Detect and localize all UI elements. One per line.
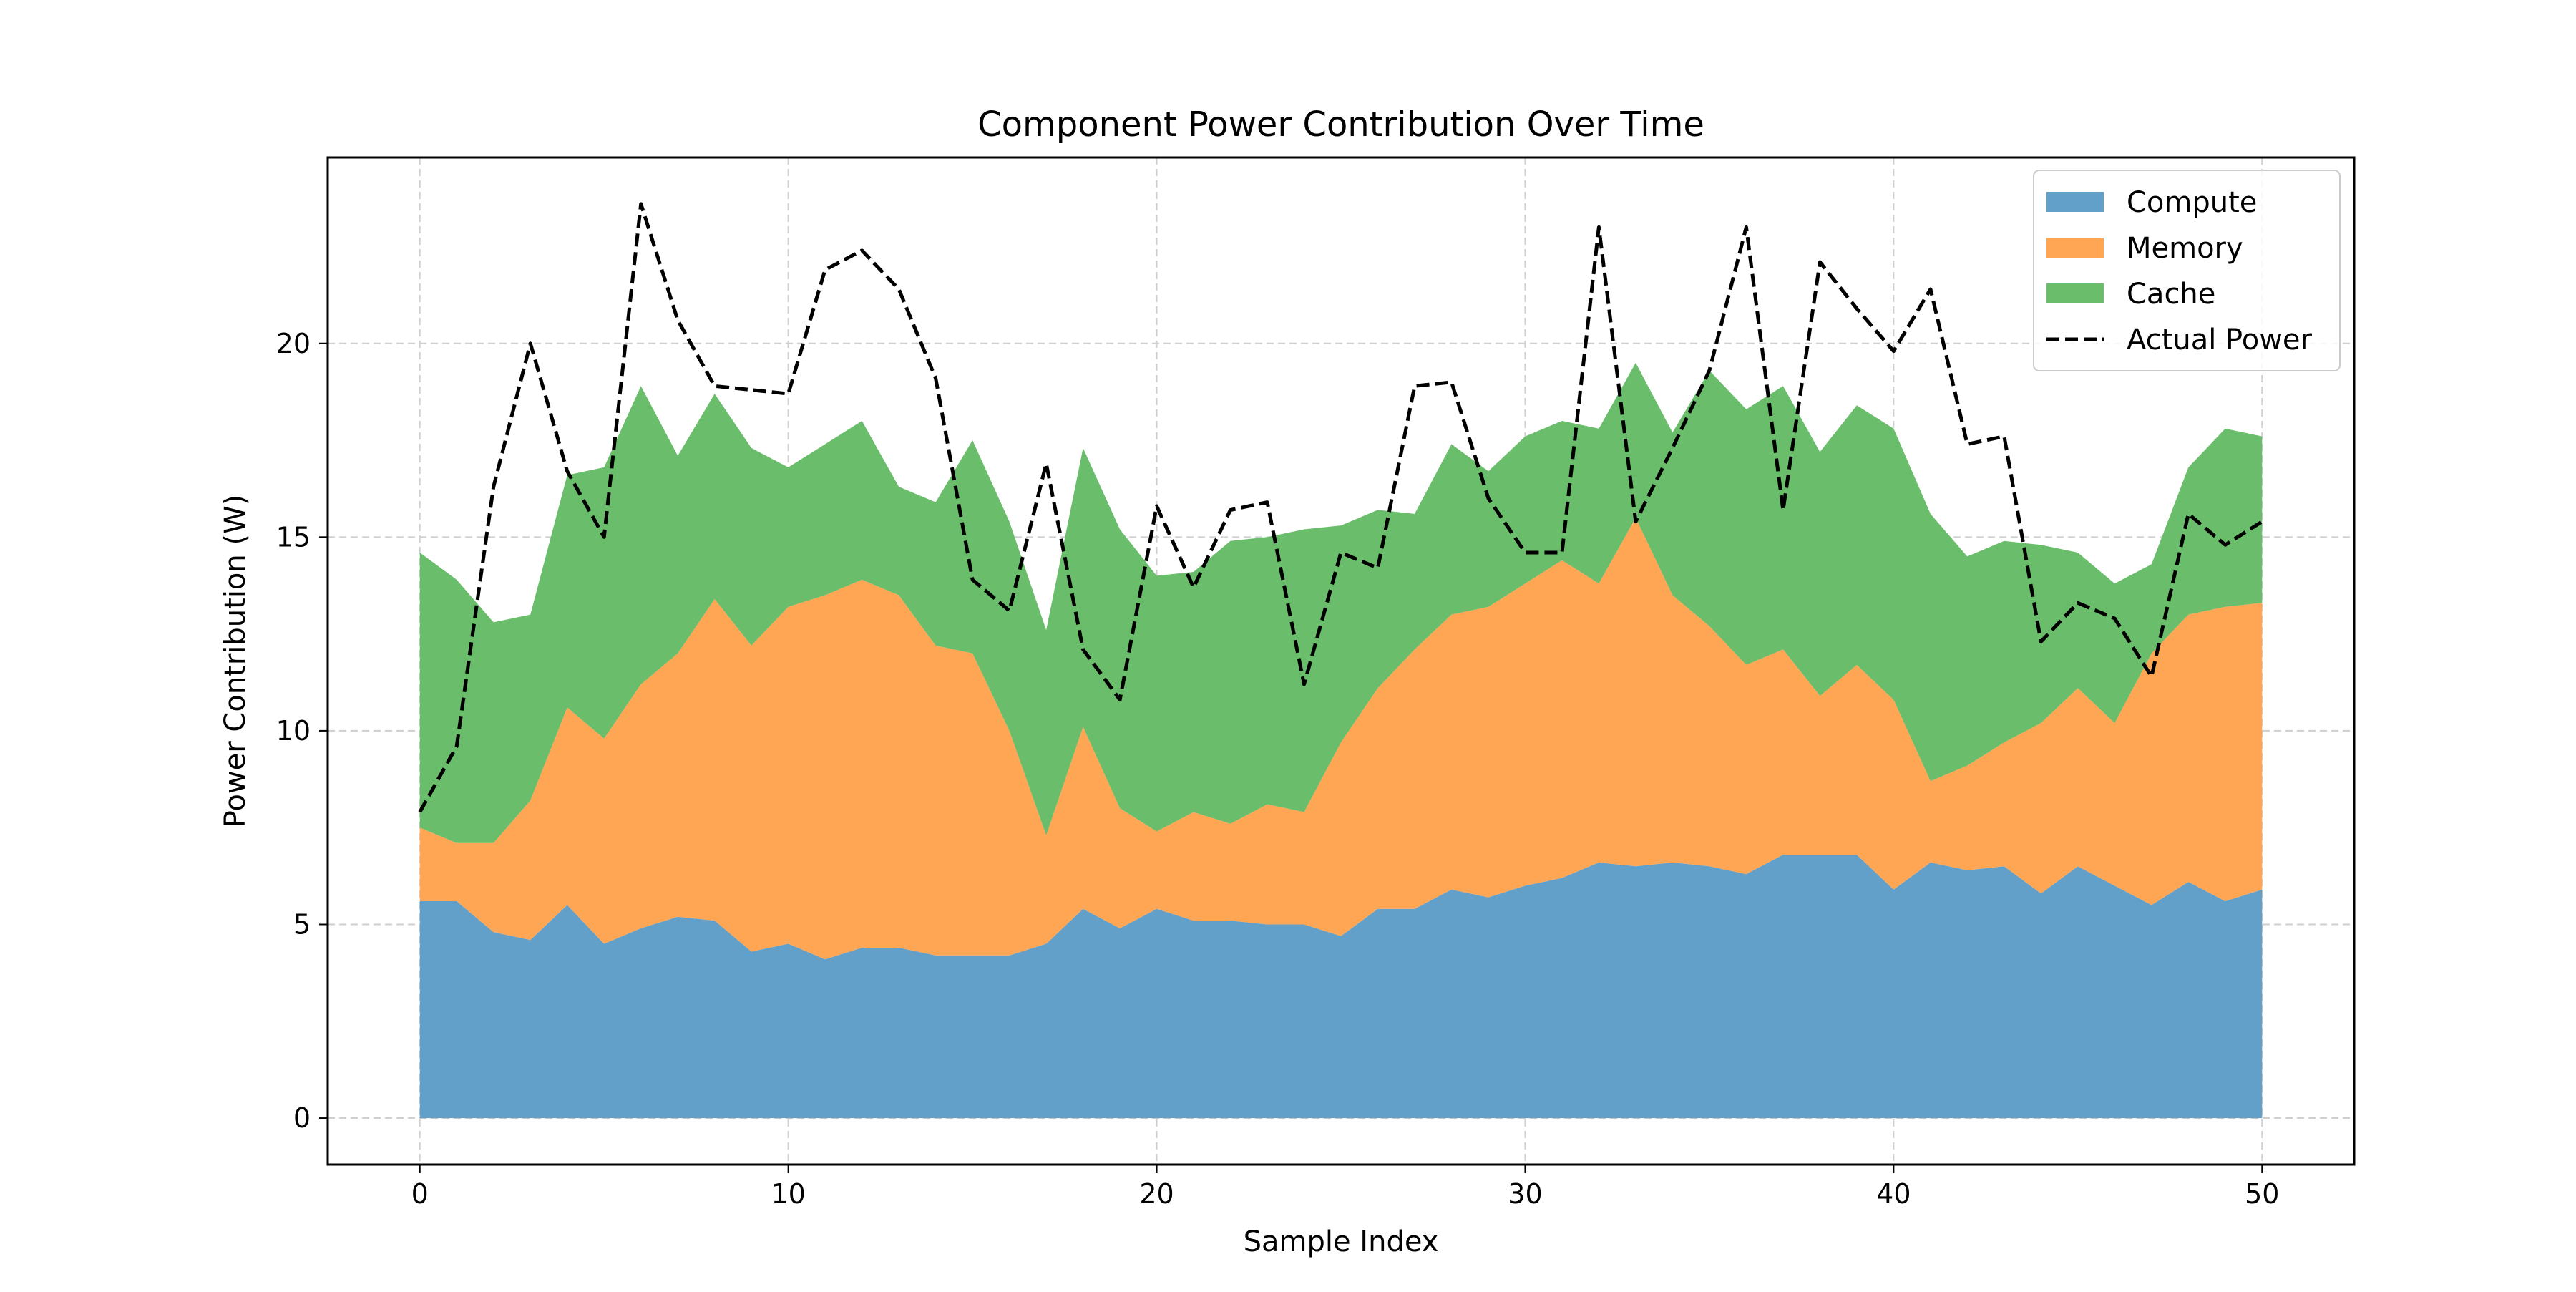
area-compute — [419, 855, 2263, 1119]
x-axis-label: Sample Index — [1244, 1225, 1439, 1258]
x-tick-label: 20 — [1139, 1178, 1174, 1210]
legend-label-cache: Cache — [2127, 278, 2215, 311]
x-tick-label: 30 — [1508, 1178, 1542, 1210]
tick-layer: 0 10 20 30 40 50 0 5 10 15 20 — [276, 328, 2280, 1210]
area-memory — [419, 518, 2263, 960]
legend-swatch-compute — [2046, 192, 2104, 212]
legend-swatch-cache — [2046, 283, 2104, 303]
y-axis-label: Power Contribution (W) — [219, 495, 252, 828]
legend-label-actual-power: Actual Power — [2127, 324, 2313, 356]
y-tick-label: 5 — [293, 908, 311, 940]
y-tick-label: 0 — [293, 1102, 311, 1134]
x-tick-label: 10 — [771, 1178, 805, 1210]
x-tick-label: 40 — [1876, 1178, 1911, 1210]
area-cache — [419, 362, 2263, 843]
y-tick-label: 10 — [276, 715, 311, 747]
line-actual-power — [418, 202, 2263, 813]
chart-title: Component Power Contribution Over Time — [977, 105, 1704, 145]
legend-label-memory: Memory — [2127, 232, 2243, 265]
y-tick-label: 15 — [276, 521, 311, 553]
legend: Compute Memory Cache Actual Power — [2033, 170, 2341, 371]
legend-swatch-memory — [2046, 238, 2104, 258]
line-layer — [418, 202, 2263, 813]
y-tick-label: 20 — [276, 328, 311, 359]
legend-box — [2033, 170, 2341, 371]
x-tick-label: 0 — [411, 1178, 429, 1210]
legend-label-compute: Compute — [2127, 186, 2257, 219]
area-layer — [419, 362, 2263, 1119]
plot-frame — [326, 156, 2356, 1166]
x-tick-label: 50 — [2245, 1178, 2279, 1210]
